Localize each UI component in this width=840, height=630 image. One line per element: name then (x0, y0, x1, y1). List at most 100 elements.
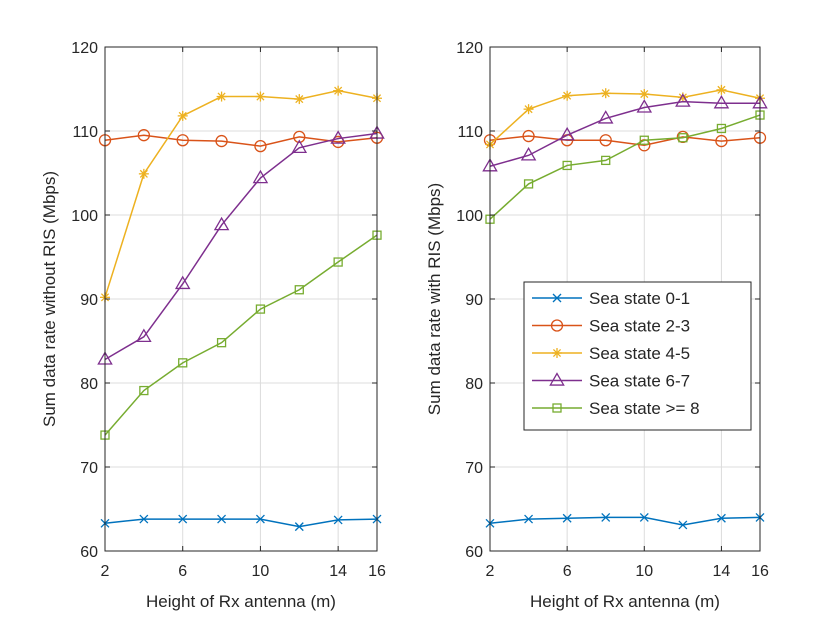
data-point (523, 179, 534, 189)
y-tick-label: 120 (71, 40, 98, 57)
data-point (716, 513, 726, 523)
x-tick-label: 2 (486, 563, 495, 580)
data-point-stroke-b (256, 92, 265, 101)
data-point (138, 168, 149, 179)
legend: Sea state 0-1 Sea state 2-3 Sea state 4-5 S… (523, 281, 752, 431)
data-point (330, 130, 346, 144)
left-chart-panel: 2 6 10 14 16 60 70 80 90 100 110 120 Height of Rx an… (40, 40, 386, 611)
ticks: 2 6 10 14 16 60 70 80 90 100 110 120 (456, 40, 769, 580)
x-axis-label: Height of Rx antenna (m) (530, 592, 720, 611)
data-point (597, 110, 614, 124)
data-point (599, 134, 612, 147)
data-point (291, 139, 308, 154)
data-point (715, 134, 728, 148)
series-line (104, 234, 378, 436)
x-axis-label: Height of Rx antenna (m) (146, 592, 336, 611)
data-point (217, 514, 227, 524)
data-point (522, 129, 535, 143)
data-point (213, 216, 230, 231)
data-point (601, 155, 611, 166)
data-point (252, 169, 269, 184)
data-point (716, 123, 727, 134)
data-point (139, 385, 149, 396)
data-point (178, 358, 188, 368)
data-point (639, 135, 649, 145)
data-point-stroke-b (178, 111, 187, 120)
data-point (333, 515, 343, 525)
x-tick-label: 16 (751, 563, 769, 580)
data-point-stroke-b (717, 85, 726, 94)
data-point (177, 110, 188, 121)
legend-item: Sea state >= 8 (532, 399, 700, 418)
data-point (678, 133, 688, 143)
data-point (294, 94, 305, 105)
series-line (104, 518, 378, 528)
grid (104, 46, 378, 552)
data-point-stroke-b (524, 105, 533, 114)
data-point (639, 89, 650, 100)
legend-label: Sea state 0-1 (589, 289, 690, 308)
legend-label: Sea state 4-5 (589, 344, 690, 363)
series-3 (97, 125, 385, 365)
legend-label: Sea state >= 8 (589, 399, 700, 418)
data-point (636, 99, 653, 113)
data-point-stroke-b (563, 91, 572, 100)
data-point-stroke-b (294, 522, 304, 532)
right-chart-panel: 2 6 10 14 16 60 70 80 90 100 110 120 Height of Rx an… (425, 40, 769, 611)
y-tick-label: 100 (71, 208, 98, 225)
y-tick-label: 60 (465, 544, 483, 561)
legend-marker (549, 372, 565, 386)
data-point-stroke-b (639, 512, 649, 522)
series-0 (485, 512, 765, 530)
series-line (489, 114, 761, 220)
legend-item: Sea state 6-7 (532, 372, 690, 391)
x-tick-label: 14 (713, 563, 731, 580)
y-tick-label: 120 (456, 40, 483, 57)
data-point (216, 91, 227, 102)
series-line (104, 132, 378, 361)
data-point (524, 514, 534, 524)
legend-item: Sea state 0-1 (532, 289, 690, 308)
y-tick-label: 70 (80, 460, 98, 477)
legend-item: Sea state 4-5 (532, 344, 690, 363)
data-point-stroke-b (562, 513, 572, 523)
data-point (639, 512, 649, 522)
legend-marker-stroke-b (552, 293, 562, 303)
legend-label: Sea state 6-7 (589, 372, 690, 391)
data-point (600, 88, 611, 99)
x-tick-label: 10 (635, 563, 653, 580)
data-point (216, 338, 227, 348)
data-point (523, 104, 534, 115)
legend-marker (552, 403, 562, 413)
data-point (139, 514, 149, 524)
data-point-stroke-b (524, 514, 534, 524)
data-point-stroke-b (139, 169, 148, 178)
data-point-stroke-b (295, 95, 304, 104)
data-point (254, 139, 267, 153)
y-axis-label: Sum data rate with RIS (Mbps) (425, 183, 444, 415)
series-line (104, 134, 378, 147)
data-point (255, 91, 266, 102)
series-line (489, 135, 761, 147)
data-point-stroke-b (333, 515, 343, 525)
series-4 (485, 110, 765, 224)
data-point (333, 85, 344, 96)
data-point-stroke-b (334, 86, 343, 95)
x-tick-label: 2 (101, 563, 110, 580)
data-point (215, 134, 228, 148)
data-point-stroke-b (255, 514, 265, 524)
legend-marker (550, 319, 564, 332)
series-line (489, 89, 761, 145)
data-point (678, 520, 688, 530)
series-line (104, 89, 378, 298)
data-point (601, 512, 611, 522)
data-point (137, 129, 151, 142)
data-point-stroke-b (601, 512, 611, 522)
data-point-stroke-b (678, 520, 688, 530)
y-tick-label: 110 (72, 124, 98, 141)
y-tick-label: 70 (465, 460, 483, 477)
y-axis-label: Sum data rate without RIS (Mbps) (40, 171, 59, 427)
legend-marker (552, 293, 562, 303)
data-point (178, 514, 188, 524)
series-3 (482, 93, 768, 172)
